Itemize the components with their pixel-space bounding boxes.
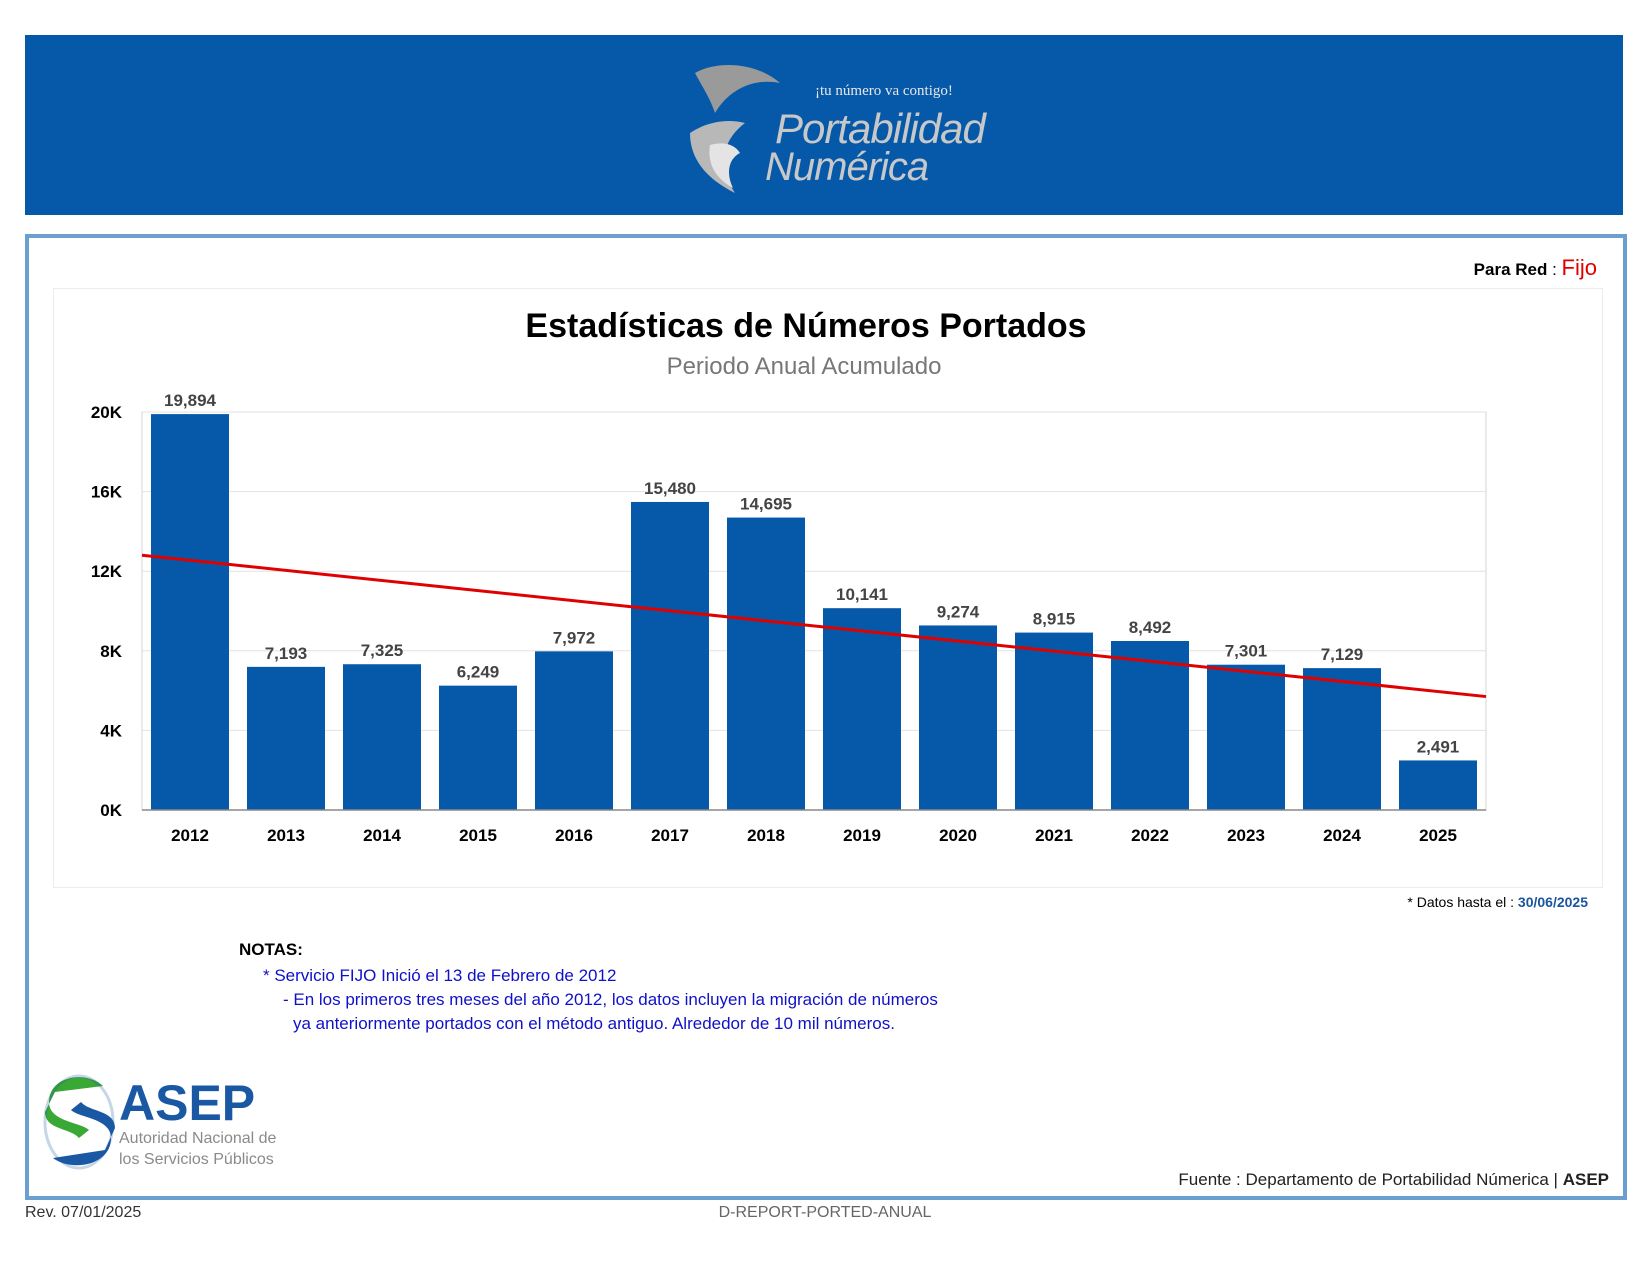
chart-panel: Estadísticas de Números Portados Periodo… — [53, 288, 1603, 888]
header-banner: ¡tu número va contigo! Portabilidad Numé… — [25, 35, 1623, 215]
network-filter-label: Para Red — [1473, 260, 1548, 279]
x-tick-label: 2021 — [1035, 826, 1073, 845]
note-line-1: * Servicio FIJO Inició el 13 de Febrero … — [263, 966, 617, 985]
y-tick-label: 12K — [91, 562, 123, 581]
bar-chart: Estadísticas de Números Portados Periodo… — [91, 307, 1487, 845]
chart-title: Estadísticas de Números Portados — [525, 307, 1086, 345]
x-tick-label: 2023 — [1227, 826, 1265, 845]
network-filter-separator: : — [1547, 260, 1562, 279]
bar — [247, 666, 325, 810]
trend-line — [141, 553, 1487, 699]
bar — [343, 664, 421, 810]
asep-logo: ASEP Autoridad Nacional de los Servicios… — [41, 1064, 291, 1184]
logo-brand-line1: Portabilidad — [775, 105, 986, 152]
y-tick-label: 8K — [100, 642, 122, 661]
data-cutoff-prefix: * Datos hasta el : — [1407, 894, 1518, 910]
data-label: 7,129 — [1321, 645, 1364, 664]
x-tick-label: 2022 — [1131, 826, 1169, 845]
x-tick-label: 2015 — [459, 826, 497, 845]
check-swoosh-icon — [690, 64, 780, 193]
data-label: 2,491 — [1417, 737, 1460, 756]
data-label: 6,249 — [457, 663, 500, 682]
asep-subtitle-2: los Servicios Públicos — [119, 1151, 274, 1168]
data-label: 10,141 — [836, 585, 888, 604]
y-tick-label: 20K — [91, 403, 123, 422]
network-filter: Para Red : Fijo — [1474, 255, 1597, 281]
bar — [727, 517, 805, 810]
x-tick-label: 2013 — [267, 826, 305, 845]
data-label: 19,894 — [164, 391, 217, 410]
logo-tagline: ¡tu número va contigo! — [815, 83, 953, 99]
logo-brand-line2: Numérica — [765, 145, 929, 189]
note-line-3: ya anteriormente portados con el método … — [293, 1014, 895, 1033]
x-tick-label: 2016 — [555, 826, 593, 845]
y-tick-label: 4K — [100, 721, 122, 740]
data-labels: 19,894 7,193 7,325 6,249 7,972 15,480 14,695 10… — [164, 391, 1459, 756]
source-credit: Fuente : Departamento de Portabilidad Nú… — [1178, 1170, 1609, 1190]
revision-date: Rev. 07/01/2025 — [25, 1204, 142, 1221]
x-tick-label: 2017 — [651, 826, 689, 845]
x-tick-label: 2018 — [747, 826, 785, 845]
data-cutoff-date: 30/06/2025 — [1517, 894, 1588, 910]
bar — [151, 414, 229, 810]
bar — [631, 501, 709, 810]
data-label: 7,193 — [265, 644, 308, 663]
y-tick-label: 16K — [91, 483, 123, 502]
data-label: 7,301 — [1225, 642, 1268, 661]
report-frame: Para Red : Fijo Estadísticas de Números … — [25, 234, 1627, 1200]
data-label: 8,492 — [1129, 618, 1172, 637]
bar-series — [151, 414, 1477, 810]
bar — [1015, 632, 1093, 810]
source-org: ASEP — [1562, 1170, 1609, 1189]
x-tick-label: 2025 — [1419, 826, 1457, 845]
bar — [1303, 668, 1381, 810]
data-cutoff-note: * Datos hasta el : 30/06/2025 — [1407, 894, 1588, 910]
report-id: D-REPORT-PORTED-ANUAL — [718, 1204, 932, 1221]
bar — [439, 685, 517, 810]
data-label: 15,480 — [644, 479, 696, 498]
asep-name: ASEP — [119, 1075, 256, 1131]
asep-subtitle-1: Autoridad Nacional de — [119, 1130, 277, 1147]
data-label: 14,695 — [740, 495, 792, 514]
trend-line-path — [141, 553, 1487, 699]
notes-title: NOTAS: — [239, 940, 303, 959]
bar — [1111, 641, 1189, 810]
note-line-2: - En los primeros tres meses del año 201… — [283, 990, 938, 1009]
x-tick-label: 2019 — [843, 826, 881, 845]
x-tick-label: 2012 — [171, 826, 209, 845]
x-tick-label: 2020 — [939, 826, 977, 845]
bar — [535, 651, 613, 810]
bar — [1399, 760, 1477, 810]
y-tick-label: 0K — [100, 801, 122, 820]
bar — [919, 625, 997, 810]
chart-subtitle: Periodo Anual Acumulado — [667, 353, 942, 380]
notes-section: NOTAS: * Servicio FIJO Inició el 13 de F… — [239, 940, 938, 1034]
data-label: 7,325 — [361, 641, 404, 660]
x-tick-label: 2014 — [363, 826, 401, 845]
asep-s-icon — [43, 1074, 115, 1170]
x-tick-label: 2024 — [1323, 826, 1361, 845]
portabilidad-numerica-logo: ¡tu número va contigo! Portabilidad Numé… — [685, 53, 1025, 203]
axis-labels: 0K 4K 8K 12K 16K 20K 2012 2013 2014 2015 2016 2017 2… — [91, 403, 1486, 845]
data-label: 8,915 — [1033, 610, 1076, 629]
source-prefix: Fuente : Departamento de Portabilidad Nú… — [1178, 1170, 1563, 1189]
network-filter-value: Fijo — [1561, 255, 1597, 280]
data-label: 7,972 — [553, 628, 596, 647]
bar — [1207, 664, 1285, 810]
data-label: 9,274 — [937, 602, 980, 621]
bar — [823, 608, 901, 810]
